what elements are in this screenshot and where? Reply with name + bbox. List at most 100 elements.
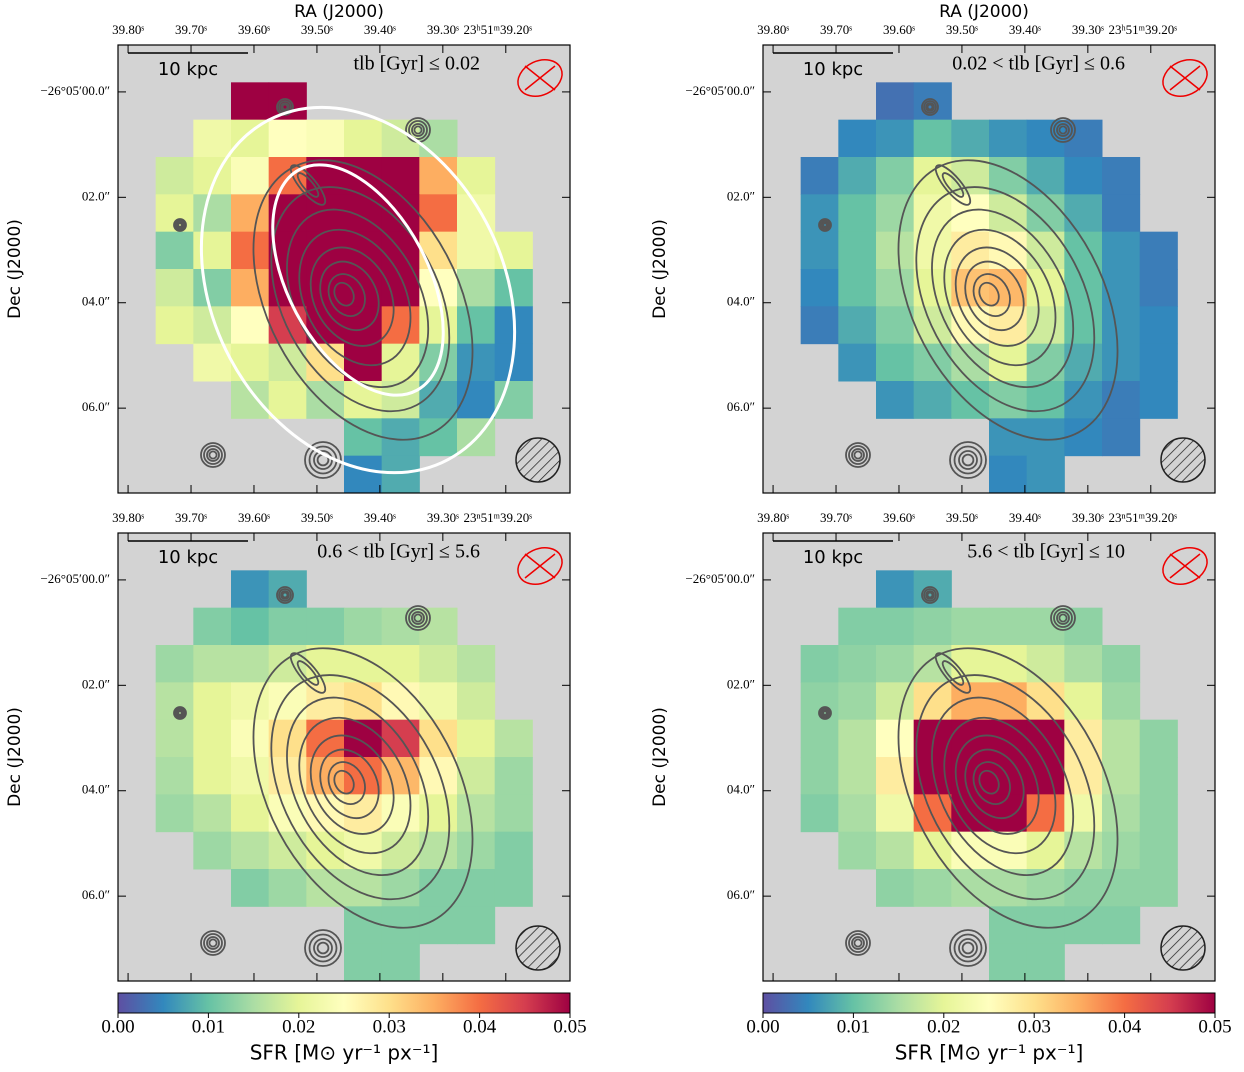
contour bbox=[411, 123, 425, 137]
panel: 10 kpc 0.6 < tlb [Gyr] ≤ 5.6 39.80ˢ 39.70ˢ 3… bbox=[5, 510, 587, 1065]
contour bbox=[173, 706, 187, 720]
x-tick-label: 39.50ˢ bbox=[946, 510, 978, 525]
contour bbox=[298, 228, 412, 367]
contour bbox=[1050, 605, 1076, 631]
map-cell bbox=[800, 269, 839, 307]
map-cell bbox=[989, 645, 1028, 683]
contour bbox=[206, 448, 220, 462]
map-cell bbox=[419, 157, 458, 195]
map-cell bbox=[231, 119, 270, 158]
map-cell bbox=[838, 682, 877, 721]
contour bbox=[333, 281, 355, 307]
y-tick-label: 06.0″ bbox=[82, 399, 110, 414]
map-cell bbox=[231, 645, 270, 683]
contour bbox=[1058, 613, 1068, 623]
contour bbox=[848, 445, 868, 465]
map-cell bbox=[344, 455, 383, 494]
map-cell bbox=[1026, 306, 1065, 345]
y-tick-label: −26°05′00.0″ bbox=[685, 571, 755, 586]
colorbar-tick-label: 0.04 bbox=[463, 1016, 497, 1037]
colorbar-label: SFR [M⊙ yr⁻¹ px⁻¹] bbox=[895, 1041, 1084, 1065]
map-cell bbox=[419, 418, 458, 457]
map-cell bbox=[419, 757, 458, 795]
map-cell bbox=[457, 794, 496, 833]
contour bbox=[405, 605, 431, 631]
map-cell bbox=[951, 231, 990, 270]
contour bbox=[941, 172, 965, 198]
map-cell bbox=[306, 381, 345, 419]
colorbar-tick-label: 0.03 bbox=[1018, 1016, 1051, 1037]
map-cell bbox=[268, 607, 307, 646]
contour bbox=[897, 159, 1119, 441]
map-cell bbox=[876, 794, 915, 833]
map-cell bbox=[876, 645, 915, 683]
contour bbox=[413, 125, 423, 135]
contour bbox=[309, 246, 395, 347]
y-tick-label: 02.0″ bbox=[727, 188, 755, 203]
contour bbox=[200, 442, 226, 468]
x-tick-label: 23ʰ51ᵐ39.20ˢ bbox=[464, 22, 533, 37]
map-cell bbox=[1102, 645, 1141, 683]
map-cell bbox=[306, 231, 345, 270]
contour bbox=[276, 586, 294, 604]
map-cell bbox=[1026, 455, 1065, 494]
map-cell bbox=[494, 269, 533, 307]
x-tick-label: 23ⁿ51ᵐ39.20ˢ bbox=[1109, 510, 1178, 525]
colorbar-label: SFR [M⊙ yr⁻¹ px⁻¹] bbox=[250, 1041, 439, 1065]
x-tick-label: 39.40ˢ bbox=[364, 510, 396, 525]
x-tick-label: 39.60ˢ bbox=[883, 22, 915, 37]
contour bbox=[851, 936, 865, 950]
map-cell bbox=[1026, 645, 1065, 683]
scale-bar-label: 10 kpc bbox=[803, 547, 863, 568]
y-tick-label: 04.0″ bbox=[727, 294, 755, 309]
map-cell bbox=[381, 682, 420, 721]
map-cell bbox=[306, 119, 345, 158]
contour bbox=[281, 103, 289, 111]
panel-title: 0.6 < tlb [Gyr] ≤ 5.6 bbox=[317, 541, 480, 563]
contour bbox=[953, 933, 983, 963]
contours bbox=[818, 586, 1119, 967]
contour bbox=[853, 938, 863, 948]
map-cell bbox=[344, 306, 383, 345]
map-cell bbox=[989, 794, 1028, 833]
y-tick-label: −26°05′00.0″ bbox=[685, 83, 755, 98]
map-cell bbox=[838, 343, 877, 382]
contour bbox=[208, 938, 218, 948]
map-cell bbox=[381, 943, 420, 982]
psf-cross bbox=[524, 65, 556, 91]
contour bbox=[949, 929, 987, 967]
map-cell bbox=[344, 794, 383, 833]
psf-cross bbox=[1169, 65, 1201, 91]
map-cell bbox=[457, 831, 496, 870]
psf bbox=[517, 59, 563, 97]
map-cell bbox=[231, 231, 270, 270]
map-cell bbox=[381, 906, 420, 945]
x-tick-label: 39.70ˢ bbox=[820, 22, 852, 37]
x-tick-label: 39.40ˢ bbox=[1009, 510, 1041, 525]
map-cell bbox=[1102, 906, 1141, 945]
contour bbox=[848, 933, 868, 953]
x-tick-label: 39.30ˢ bbox=[1072, 22, 1104, 37]
map-cell bbox=[231, 381, 270, 419]
contour bbox=[174, 219, 186, 231]
map-cell bbox=[381, 794, 420, 833]
map-cell bbox=[989, 418, 1028, 457]
map-cell bbox=[1102, 418, 1141, 457]
map-cell bbox=[155, 757, 194, 795]
psf-cross bbox=[524, 553, 556, 579]
map-cell bbox=[838, 794, 877, 833]
contour bbox=[818, 706, 832, 720]
contour bbox=[822, 222, 828, 228]
y-axis-label: Dec (J2000) bbox=[5, 219, 25, 319]
map-cell bbox=[494, 757, 533, 795]
panel-title: tlb [Gyr] ≤ 0.02 bbox=[353, 53, 480, 75]
map-cell bbox=[1102, 269, 1141, 307]
map-cell bbox=[268, 869, 307, 907]
map-cell bbox=[457, 343, 496, 382]
map-cell bbox=[1102, 157, 1141, 195]
map-cell bbox=[838, 194, 877, 233]
contour bbox=[934, 164, 972, 206]
map-cell bbox=[876, 343, 915, 382]
scale-bar-label: 10 kpc bbox=[803, 59, 863, 80]
